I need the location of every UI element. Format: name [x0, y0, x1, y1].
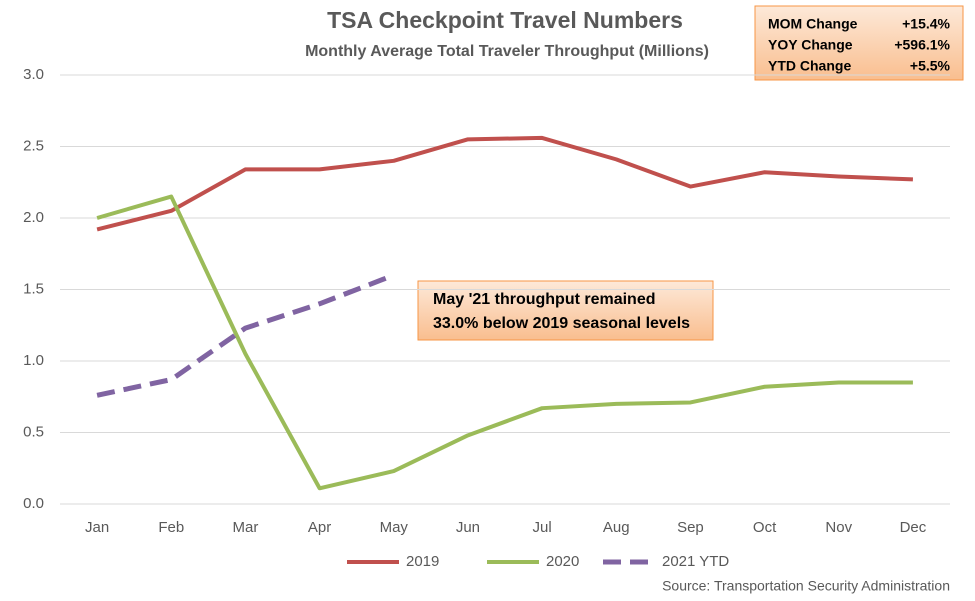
annotation-text: 33.0% below 2019 seasonal levels [433, 315, 690, 332]
x-tick-label: Jan [85, 519, 109, 536]
stat-value: +596.1% [894, 37, 950, 53]
legend-label: 2021 YTD [662, 553, 729, 570]
y-tick-label: 0.0 [23, 495, 44, 512]
y-tick-label: 3.0 [23, 66, 44, 83]
y-tick-label: 2.5 [23, 137, 44, 154]
annotation-box [417, 280, 714, 341]
stat-label: YTD Change [768, 58, 851, 74]
stat-label: MOM Change [768, 16, 858, 32]
x-tick-label: Mar [232, 519, 258, 536]
stats-box [754, 5, 964, 81]
chart-subtitle: Monthly Average Total Traveler Throughpu… [305, 43, 709, 60]
legend-label: 2020 [546, 553, 579, 570]
series-line [96, 272, 395, 398]
y-tick-label: 0.5 [23, 423, 44, 440]
x-tick-label: Oct [753, 519, 777, 536]
x-tick-label: Nov [825, 519, 852, 536]
series-line [96, 135, 913, 232]
chart-title: TSA Checkpoint Travel Numbers [327, 7, 683, 33]
y-tick-label: 1.5 [23, 280, 44, 297]
series-line [96, 194, 913, 491]
y-tick-label: 2.0 [23, 209, 44, 226]
source: Source: Transportation Security Administ… [662, 578, 950, 594]
x-tick-label: Sep [677, 519, 704, 536]
x-tick-label: Jul [532, 519, 551, 536]
x-tick-label: Apr [308, 519, 331, 536]
x-tick-label: Aug [603, 519, 630, 536]
stat-value: +5.5% [910, 58, 951, 74]
x-tick-label: Feb [158, 519, 184, 536]
x-tick-label: Jun [456, 519, 480, 536]
annotation-text: May '21 throughput remained [433, 291, 656, 308]
x-tick-label: Dec [900, 519, 927, 536]
y-tick-label: 1.0 [23, 352, 44, 369]
x-tick-label: May [380, 519, 409, 536]
legend-label: 2019 [406, 553, 439, 570]
stat-label: YOY Change [768, 37, 853, 53]
stat-value: +15.4% [902, 16, 950, 32]
